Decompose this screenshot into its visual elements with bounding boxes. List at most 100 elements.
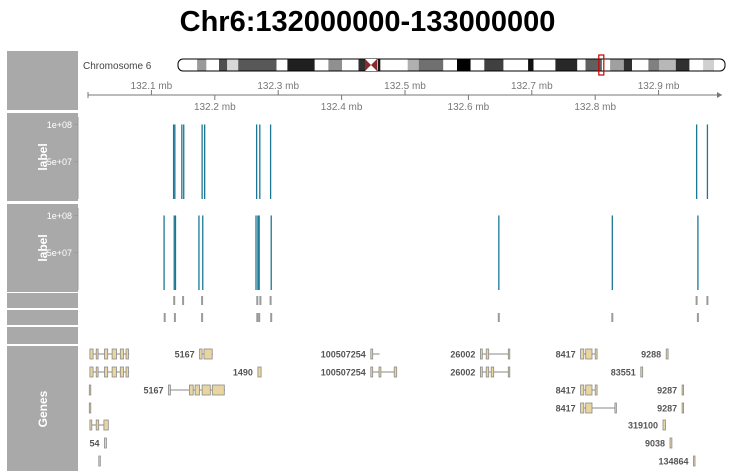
ideogram-band [632, 59, 649, 71]
ideogram-band [328, 59, 343, 71]
feature-mark [696, 313, 699, 322]
feature-mark [201, 296, 204, 305]
ideogram-band [377, 59, 381, 71]
feature-mark [497, 313, 500, 322]
gene-label: 8417 [556, 386, 576, 396]
ideogram-band [555, 59, 578, 71]
gene-exon [378, 366, 382, 378]
ideogram-band [610, 59, 624, 71]
feature-mark [611, 313, 614, 322]
gene-label: 100507254 [321, 350, 366, 360]
gene-exon [203, 348, 213, 360]
axis-tick-label: 132.6 mb [448, 102, 490, 113]
feature-mark [173, 296, 176, 305]
feature-mark [269, 296, 272, 305]
gene-label: 83551 [611, 368, 636, 378]
gene-exon [201, 384, 211, 396]
gene-exon [89, 419, 93, 431]
axis-tick-label: 132.1 mb [131, 81, 173, 92]
gene-exon [665, 348, 669, 360]
gene-exon [594, 348, 598, 360]
gene-exon [199, 348, 203, 360]
gene-exon [89, 348, 94, 360]
gene-label: 9287 [657, 386, 677, 396]
gene-label: 26002 [450, 368, 475, 378]
gene-label: 9288 [641, 350, 661, 360]
mark-track-1-header [7, 293, 78, 308]
ideogram-band [585, 59, 602, 71]
ideogram-band [197, 59, 207, 71]
gene-exon [580, 402, 585, 414]
gene-label: 8417 [556, 404, 576, 414]
mark-track-2-header [7, 310, 78, 325]
gene-exon [370, 366, 374, 378]
gene-exon [485, 348, 490, 360]
gene-exon [585, 348, 593, 360]
axis-tick-label: 132.8 mb [574, 102, 616, 113]
y-axis-tick-label: 1e+08 [47, 120, 72, 130]
gene-label: 100507254 [321, 368, 366, 378]
plot-title: Chr6:132000000-133000000 [179, 6, 556, 38]
ideogram-band [623, 59, 632, 71]
axis-tick-label: 132.7 mb [511, 81, 553, 92]
feature-mark [706, 296, 709, 305]
gene-exon [614, 402, 617, 414]
gene-exon [194, 384, 200, 396]
gene-label: 134864 [658, 457, 688, 467]
gene-label: 9287 [657, 404, 677, 414]
ideogram-band [601, 59, 611, 71]
gene-label: 5167 [143, 386, 163, 396]
gene-exon [580, 384, 585, 396]
chromosome-label: Chromosome 6 [83, 61, 152, 72]
gene-label: 54 [89, 439, 99, 449]
gene-exon [89, 366, 94, 378]
gene-exon [188, 384, 194, 396]
gene-exon [669, 437, 673, 449]
ideogram-band [533, 59, 556, 71]
axis-tick-label: 132.5 mb [384, 81, 426, 92]
gene-label: 9038 [645, 439, 665, 449]
spacer-track-header [7, 327, 78, 344]
axis-tick-label: 132.4 mb [321, 102, 363, 113]
gene-exon [479, 366, 483, 378]
gene-exon [681, 402, 684, 414]
data-track-1-header: label [7, 113, 78, 201]
ideogram-band [276, 59, 288, 71]
ideogram-band [689, 59, 704, 71]
ideogram-band [287, 59, 315, 71]
feature-mark [182, 296, 185, 305]
feature-mark [270, 313, 273, 322]
ideogram-band [577, 59, 586, 71]
ideogram-band [206, 59, 219, 71]
gene-exon [98, 455, 101, 467]
gene-exon [104, 348, 109, 360]
ideogram-band [470, 59, 485, 71]
gene-label: 5167 [175, 350, 195, 360]
gene-exon [370, 348, 374, 360]
centromere-right [371, 59, 377, 71]
gene-exon [257, 366, 262, 378]
ideogram-band [358, 59, 367, 71]
gene-exon [585, 402, 593, 414]
gene-exon [111, 366, 117, 378]
gene-label: 1490 [233, 368, 253, 378]
feature-mark [259, 296, 262, 305]
data-track-2-header: label [7, 204, 78, 292]
gene-exon [95, 419, 100, 431]
ideogram-band [703, 59, 714, 71]
ideogram-band [457, 59, 471, 71]
gene-exon [88, 384, 92, 396]
ideogram-band [342, 59, 359, 71]
gene-exon [95, 348, 99, 360]
gene-exon [594, 384, 598, 396]
ideogram-highlight [598, 54, 605, 76]
gene-label: 26002 [450, 350, 475, 360]
feature-mark [258, 313, 261, 322]
gene-exon [125, 348, 129, 360]
feature-mark [163, 313, 166, 322]
gene-exon [119, 348, 124, 360]
gene-exon [681, 384, 684, 396]
axis-tick-label: 132.2 mb [194, 102, 236, 113]
ideogram-band [407, 59, 419, 71]
ideogram-band [219, 59, 228, 71]
